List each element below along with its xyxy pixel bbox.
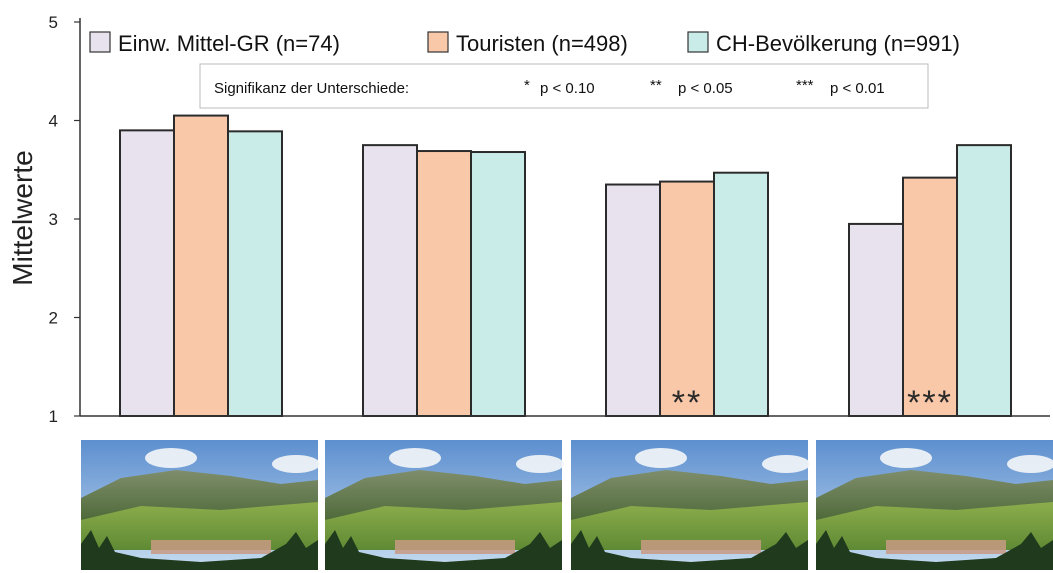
significance-legend-title: Signifikanz der Unterschiede: [214,80,409,97]
bar-group-1-series-3 [227,130,283,418]
landscape-photo-3 [571,440,810,570]
bar-group-4-series-3 [956,144,1012,417]
landscape-photo-4 [816,440,1053,570]
y-axis-title: Mittelwerte [7,150,38,285]
legend: Einw. Mittel-GR (n=74) Touristen (n=498) C… [89,31,960,56]
significance-item-2-stars: ** [650,77,662,94]
bar-group-3-series-1 [605,183,661,417]
significance-item-2-label: p < 0.05 [678,80,733,97]
landscape-photo-1 [81,440,320,570]
bar-group-4-series-1 [848,222,904,417]
y-tick-label: 2 [49,309,58,328]
landscape-photo-2 [325,440,564,570]
significance-item-3-stars: *** [796,77,814,94]
significance-item-1-stars: * [524,77,530,94]
legend-swatch-1 [89,31,111,53]
bar-group-3-series-3 [713,171,769,417]
bar-group-1-series-2 [173,114,229,417]
significance-legend-box [199,63,929,109]
significance-marker-group-3: ** [672,384,702,422]
bar-group-4-series-2 [902,176,958,417]
y-tick-label: 1 [49,407,58,426]
legend-label-1: Einw. Mittel-GR (n=74) [118,31,340,56]
significance-item-1-label: p < 0.10 [540,80,595,97]
legend-swatch-3 [687,31,709,53]
bar-group-1-series-1 [119,129,175,417]
bar-group-2-series-2 [416,150,472,417]
legend-label-3: CH-Bevölkerung (n=991) [716,31,960,56]
legend-label-2: Touristen (n=498) [456,31,628,56]
y-tick-label: 3 [49,210,58,229]
y-tick-label: 5 [49,13,58,32]
significance-marker-group-4: *** [907,384,953,422]
legend-swatch-2 [427,31,449,53]
significance-item-3-label: p < 0.01 [830,80,885,97]
bar-group-3-series-2 [659,180,715,417]
significance-legend: Signifikanz der Unterschiede: * p < 0.10… [199,63,929,109]
bar-group-2-series-1 [362,144,418,417]
y-tick-label: 4 [49,112,58,131]
bar-group-2-series-3 [470,151,526,418]
